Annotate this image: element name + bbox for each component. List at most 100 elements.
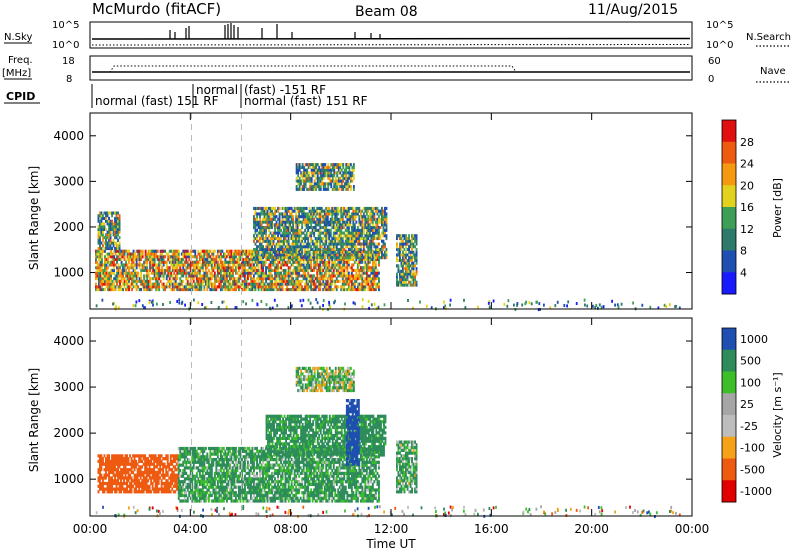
power-echo-cell bbox=[396, 245, 398, 249]
power-echo-cell bbox=[305, 277, 308, 281]
velocity-echo-cell bbox=[133, 487, 136, 491]
power-echo-cell bbox=[245, 255, 248, 259]
power-echo-cell bbox=[378, 257, 380, 261]
power-echo-cell bbox=[311, 255, 314, 259]
power-echo-cell bbox=[222, 279, 225, 283]
power-noise-cell bbox=[221, 300, 224, 304]
power-echo-cell bbox=[99, 257, 102, 261]
power-echo-cell bbox=[143, 268, 146, 272]
power-echo-cell bbox=[293, 220, 296, 224]
power-echo-cell bbox=[274, 228, 276, 232]
power-echo-cell bbox=[99, 219, 101, 223]
power-echo-cell bbox=[304, 282, 307, 286]
velocity-echo-cell bbox=[147, 462, 150, 466]
power-echo-cell bbox=[344, 223, 347, 227]
power-echo-cell bbox=[364, 271, 367, 275]
velocity-echo-cell bbox=[112, 479, 115, 483]
power-echo-cell bbox=[295, 247, 298, 251]
velocity-echo-cell bbox=[123, 459, 125, 463]
power-echo-cell bbox=[347, 242, 350, 246]
power-echo-cell bbox=[280, 277, 282, 281]
power-echo-cell bbox=[111, 288, 114, 292]
power-echo-cell bbox=[310, 231, 313, 235]
power-echo-cell bbox=[331, 174, 334, 178]
power-echo-cell bbox=[340, 223, 343, 227]
power-echo-cell bbox=[302, 260, 305, 264]
power-echo-cell bbox=[242, 268, 245, 272]
power-echo-cell bbox=[314, 266, 317, 270]
power-echo-cell bbox=[346, 237, 349, 241]
power-echo-cell bbox=[345, 179, 348, 183]
power-echo-cell bbox=[262, 271, 264, 275]
power-echo-cell bbox=[349, 253, 352, 257]
power-noise-cell bbox=[115, 305, 117, 309]
velocity-echo-cell bbox=[99, 462, 101, 466]
power-echo-cell bbox=[290, 263, 293, 267]
power-echo-cell bbox=[382, 226, 385, 230]
power-echo-cell bbox=[397, 283, 400, 287]
power-echo-cell bbox=[115, 244, 118, 248]
power-echo-cell bbox=[283, 223, 285, 227]
power-echo-cell bbox=[361, 226, 364, 230]
power-echo-cell bbox=[168, 257, 171, 261]
power-echo-cell bbox=[316, 249, 319, 253]
power-echo-cell bbox=[328, 257, 331, 261]
power-echo-cell bbox=[262, 266, 264, 270]
velocity-echo-cell bbox=[150, 468, 153, 472]
power-echo-cell bbox=[101, 255, 103, 259]
power-noise-cell bbox=[162, 303, 164, 306]
power-echo-cell bbox=[188, 271, 191, 275]
power-echo-cell bbox=[242, 279, 245, 283]
power-echo-cell bbox=[180, 288, 183, 292]
power-echo-cell bbox=[353, 277, 356, 281]
velocity-echo-cell bbox=[148, 490, 151, 494]
power-echo-cell bbox=[325, 237, 328, 241]
power-echo-cell bbox=[341, 288, 344, 292]
power-noise-cell bbox=[169, 301, 171, 304]
power-echo-cell bbox=[212, 252, 215, 256]
power-echo-cell bbox=[298, 217, 301, 221]
velocity-echo-cell bbox=[126, 454, 128, 458]
power-echo-cell bbox=[325, 242, 328, 246]
power-echo-cell bbox=[296, 266, 299, 270]
power-echo-cell bbox=[310, 217, 313, 221]
power-echo-cell bbox=[323, 217, 326, 221]
power-echo-cell bbox=[342, 179, 345, 183]
power-echo-cell bbox=[325, 266, 328, 270]
velocity-echo-cell bbox=[108, 484, 110, 488]
power-echo-cell bbox=[105, 260, 108, 264]
power-echo-cell bbox=[132, 268, 135, 272]
power-echo-cell bbox=[99, 277, 102, 281]
power-echo-cell bbox=[114, 277, 117, 281]
power-echo-cell bbox=[307, 171, 310, 175]
velocity-echo-cell bbox=[145, 459, 148, 463]
power-echo-cell bbox=[122, 277, 124, 281]
power-echo-cell bbox=[381, 223, 383, 227]
power-echo-cell bbox=[319, 187, 322, 191]
power-echo-cell bbox=[319, 268, 322, 272]
power-echo-cell bbox=[179, 285, 182, 289]
velocity-echo-cell bbox=[133, 473, 136, 477]
velocity-echo-cell bbox=[124, 473, 127, 477]
power-echo-cell bbox=[292, 257, 295, 261]
power-echo-cell bbox=[340, 187, 343, 191]
power-noise-cell bbox=[425, 304, 428, 308]
power-noise-cell bbox=[242, 300, 245, 304]
power-echo-cell bbox=[324, 174, 327, 178]
power-echo-cell bbox=[155, 279, 158, 283]
power-echo-cell bbox=[173, 263, 176, 267]
velocity-echo-cell bbox=[115, 481, 118, 486]
power-echo-cell bbox=[347, 263, 350, 267]
power-echo-cell bbox=[402, 253, 404, 257]
power-echo-cell bbox=[320, 274, 323, 278]
power-echo-cell bbox=[110, 249, 112, 253]
cpid-segment-2: (fast) -151 RF bbox=[244, 83, 326, 97]
power-echo-cell bbox=[293, 247, 296, 251]
power-echo-cell bbox=[265, 215, 267, 219]
power-echo-cell bbox=[286, 212, 289, 216]
velocity-echo-cell bbox=[99, 481, 101, 486]
power-echo-cell bbox=[299, 253, 302, 257]
power-echo-cell bbox=[126, 266, 129, 270]
power-echo-cell bbox=[290, 247, 293, 251]
power-echo-cell bbox=[286, 245, 289, 249]
